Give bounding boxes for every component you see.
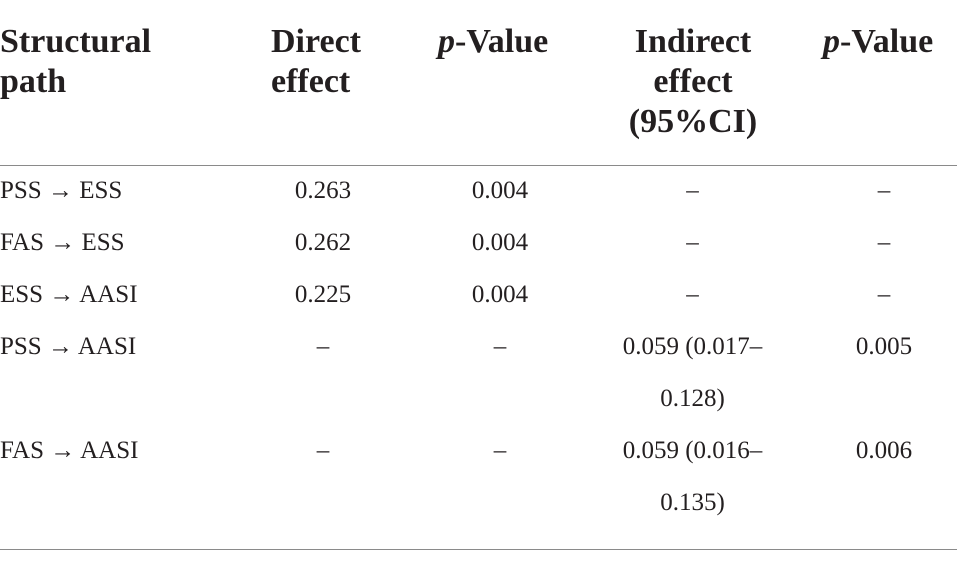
header-rule [0, 165, 957, 166]
cell-indirect-effect: – [686, 177, 699, 204]
table-row: PSS → ESS 0.263 0.004 – – [0, 165, 957, 217]
cell-p-value-indirect: 0.005 [855, 333, 913, 360]
cell-p-value-direct: 0.004 [471, 177, 529, 204]
cell-indirect-effect: – [686, 281, 699, 308]
cell-p-value-direct: – [493, 333, 507, 360]
cell-p-value-indirect: – [877, 177, 891, 204]
header-structural-path: Structural path [0, 23, 152, 100]
footer-rule [0, 549, 957, 550]
cell-p-value-direct: 0.004 [471, 229, 529, 256]
cell-indirect-effect: – [686, 229, 699, 256]
cell-path: FAS → AASI [0, 437, 139, 464]
cell-indirect-effect: 0.059 (0.016– 0.135) [622, 437, 763, 516]
cell-direct-effect: 0.263 [294, 177, 352, 204]
cell-path: FAS → ESS [0, 229, 125, 256]
table-row: FAS → ESS 0.262 0.004 – – [0, 217, 957, 269]
header-indirect-effect: Indirect effect (95%CI) [628, 23, 758, 140]
cell-p-value-indirect: – [877, 281, 891, 308]
cell-path: ESS → AASI [0, 281, 138, 308]
cell-direct-effect: 0.225 [294, 281, 352, 308]
cell-direct-effect: – [316, 437, 330, 464]
header-direct-effect: Direct effect [271, 23, 361, 100]
cell-path: PSS → AASI [0, 333, 137, 360]
cell-p-value-direct: – [493, 437, 507, 464]
cell-p-value-indirect: 0.006 [855, 437, 913, 464]
cell-direct-effect: – [316, 333, 330, 360]
cell-p-value-indirect: – [877, 229, 891, 256]
header-p-value-indirect: p-Value [823, 23, 934, 60]
cell-p-value-direct: 0.004 [471, 281, 529, 308]
cell-indirect-effect: 0.059 (0.017– 0.128) [622, 333, 763, 412]
table-row: ESS → AASI 0.225 0.004 – – [0, 269, 957, 321]
cell-direct-effect: 0.262 [294, 229, 352, 256]
table-row: PSS → AASI – – 0.059 (0.017– 0.128) 0.00… [0, 321, 957, 425]
header-p-value-direct: p-Value [438, 23, 549, 60]
cell-path: PSS → ESS [0, 177, 123, 204]
table-row: FAS → AASI – – 0.059 (0.016– 0.135) 0.00… [0, 425, 957, 529]
table-header: Structural path Direct effect p-Value In… [0, 0, 957, 164]
